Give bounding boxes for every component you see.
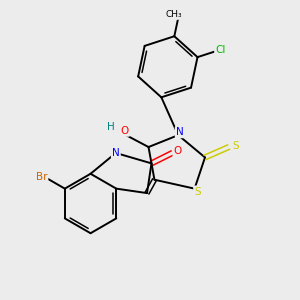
Text: CH₃: CH₃ <box>166 10 182 19</box>
Text: O: O <box>121 126 129 136</box>
Text: N: N <box>176 127 184 137</box>
Text: Br: Br <box>36 172 47 182</box>
Text: S: S <box>232 140 238 151</box>
Text: Cl: Cl <box>215 45 226 55</box>
Text: H: H <box>107 122 115 132</box>
Text: S: S <box>194 187 201 196</box>
Text: O: O <box>173 146 182 157</box>
Text: N: N <box>112 148 120 158</box>
